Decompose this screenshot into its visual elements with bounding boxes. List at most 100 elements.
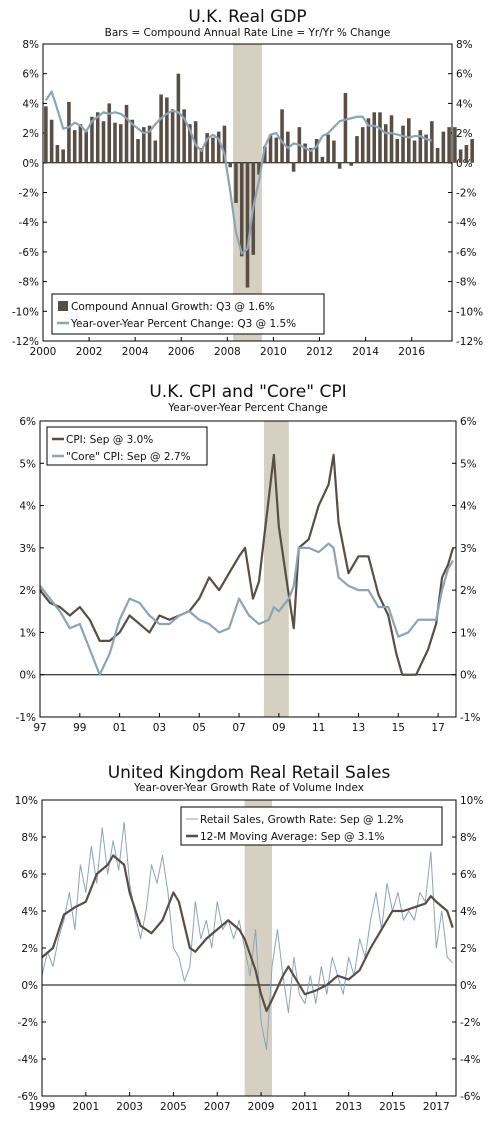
series-line-2 — [39, 542, 454, 676]
bar — [309, 147, 313, 163]
x-tick-label: 09 — [272, 722, 285, 734]
x-tick-label: 15 — [392, 722, 405, 734]
y-tick-label-left: 6% — [22, 69, 39, 81]
y-tick-label-left: 6% — [19, 416, 36, 428]
bar — [49, 119, 54, 163]
x-tick-label: 2005 — [160, 1101, 187, 1113]
y-tick-label-left: 4% — [21, 906, 38, 918]
series-line-1 — [39, 453, 455, 676]
y-tick-label-left: 6% — [21, 869, 38, 881]
bar — [274, 137, 279, 163]
y-tick-label-right: 2% — [460, 943, 477, 955]
bar — [453, 127, 457, 163]
y-tick-label-left: -6% — [19, 247, 39, 259]
x-tick-label: 2014 — [352, 346, 379, 358]
bar — [118, 124, 123, 163]
legend-box — [180, 806, 443, 846]
bar — [199, 147, 204, 163]
y-tick-label-left: 0% — [21, 980, 38, 992]
y-tick-label-right: 0% — [460, 980, 477, 992]
x-tick-label: 2002 — [76, 346, 103, 358]
bar — [153, 140, 158, 163]
y-tick-label-left: -12% — [12, 336, 39, 348]
bar — [211, 137, 215, 163]
legend-label: 12-M Moving Average: Sep @ 3.1% — [200, 831, 384, 843]
y-tick-label-left: 3% — [19, 543, 36, 555]
bar — [205, 133, 209, 163]
y-tick-label-right: 3% — [460, 543, 477, 555]
x-tick-label: 99 — [73, 722, 86, 734]
series-line-2 — [41, 854, 454, 1013]
bar — [441, 131, 446, 163]
bar — [124, 104, 129, 163]
legend-label: Compound Annual Growth: Q3 @ 1.6% — [71, 301, 275, 313]
x-tick-label: 11 — [312, 722, 325, 734]
bar — [326, 134, 330, 163]
bar — [447, 127, 451, 163]
y-tick-label-right: -10% — [456, 306, 483, 318]
x-tick-label: 1999 — [29, 1101, 56, 1113]
y-tick-label-left: -1% — [16, 712, 36, 724]
bar — [239, 162, 244, 257]
bar — [182, 109, 186, 163]
recession-shading — [244, 800, 272, 1096]
y-tick-label-right: 8% — [460, 832, 477, 844]
x-tick-label: 2010 — [260, 346, 287, 358]
y-tick-label-right: 1% — [460, 627, 477, 639]
bar — [61, 149, 65, 163]
y-tick-label-right: 6% — [460, 869, 477, 881]
y-tick-label-left: -4% — [18, 1054, 38, 1066]
bar — [458, 149, 463, 163]
y-tick-label-right: 4% — [460, 906, 477, 918]
y-tick-label-left: 8% — [22, 39, 39, 51]
chart-title: U.K. Real GDP — [188, 7, 306, 27]
plot-frame — [42, 43, 453, 342]
x-tick-label: 07 — [232, 722, 245, 734]
y-tick-label-left: -4% — [19, 217, 39, 229]
bar — [349, 162, 353, 166]
legend-box — [46, 426, 208, 466]
bar — [44, 106, 48, 163]
legend-box — [51, 293, 325, 335]
legend-label: Year-over-Year Percent Change: Q3 @ 1.5% — [70, 318, 296, 330]
plot-frame — [39, 420, 457, 718]
bar — [95, 112, 100, 163]
y-tick-label-left: 10% — [15, 795, 38, 807]
x-tick-label: 2011 — [291, 1101, 318, 1113]
y-tick-label-right: -12% — [456, 336, 483, 348]
bar — [188, 124, 192, 163]
y-tick-label-right: -6% — [456, 247, 476, 259]
y-tick-label-right: -8% — [456, 277, 476, 289]
y-tick-label-right: -4% — [460, 1054, 480, 1066]
bar — [430, 121, 434, 163]
y-tick-label-left: -6% — [18, 1091, 38, 1103]
y-tick-label-right: 10% — [460, 795, 483, 807]
legend: Retail Sales, Growth Rate: Sep @ 1.2% 12-… — [180, 806, 443, 846]
bar — [383, 124, 388, 163]
y-tick-label-left: 2% — [22, 128, 39, 140]
bar — [262, 146, 267, 163]
plot-frame — [41, 799, 457, 1097]
y-tick-label-right: 6% — [456, 69, 473, 81]
bar — [435, 147, 440, 163]
bar — [268, 134, 273, 163]
x-tick-label: 03 — [153, 722, 166, 734]
x-tick-label: 2012 — [306, 346, 333, 358]
y-tick-label-right: 0% — [460, 670, 477, 682]
bar — [418, 130, 423, 163]
bar — [470, 139, 474, 163]
x-tick-label: 97 — [33, 722, 46, 734]
bar — [234, 162, 238, 203]
y-tick-label-right: -1% — [460, 712, 480, 724]
y-tick-label-left: -8% — [19, 277, 39, 289]
x-tick-label: 2016 — [398, 346, 425, 358]
y-tick-label-right: 4% — [456, 98, 473, 110]
bar — [159, 94, 163, 163]
bar — [366, 118, 371, 163]
bar — [378, 112, 382, 163]
bar — [147, 125, 152, 163]
bar — [412, 140, 417, 163]
x-tick-label: 05 — [193, 722, 206, 734]
